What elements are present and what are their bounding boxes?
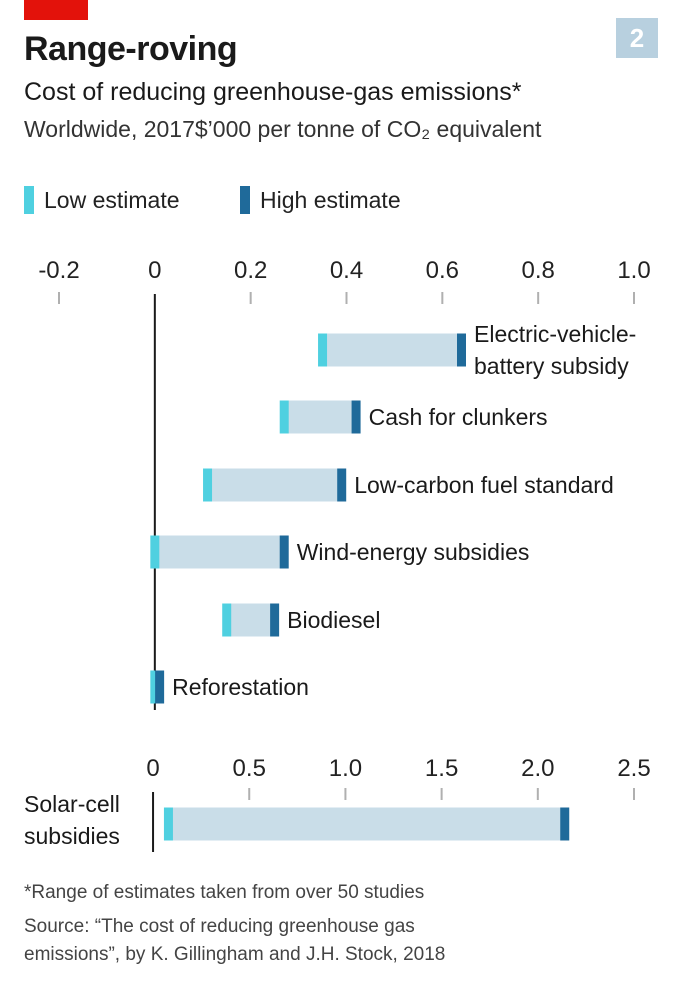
category-label: Low-carbon fuel standard (354, 472, 614, 498)
tick-label: 0.8 (521, 257, 554, 284)
tick-label: 1.5 (425, 755, 458, 782)
high-estimate-marker (337, 468, 347, 502)
legend-low-label: Low estimate (44, 186, 180, 213)
tick-label: 0.2 (234, 257, 267, 284)
tick-label: 2.5 (617, 755, 650, 782)
footnote: *Range of estimates taken from over 50 s… (24, 882, 425, 903)
range-bar (322, 333, 462, 367)
legend-low-swatch (24, 186, 34, 214)
tick-label: 0 (146, 755, 159, 782)
tick-label: 1.0 (617, 257, 650, 284)
legend-high: High estimate (240, 186, 401, 214)
range-bar (207, 468, 342, 502)
low-estimate-marker (279, 400, 289, 434)
category-label: Reforestation (172, 674, 309, 700)
category-label: Electric-vehicle- (474, 321, 636, 347)
range-chart: -0.2 0 0.2 0.4 0.6 0.8 1.0 Electric-vehicle-bat… (24, 257, 651, 852)
range-bar (226, 603, 275, 637)
range-bar (284, 400, 357, 434)
legend-high-label: High estimate (260, 186, 401, 213)
source-line-2: emissions”, by K. Gillingham and J.H. St… (24, 944, 446, 965)
category-label: Cash for clunkers (369, 404, 548, 430)
low-estimate-marker (150, 535, 160, 569)
low-estimate-marker (222, 603, 232, 637)
chart-title: Range-roving (24, 30, 238, 68)
category-label: Solar-cell (24, 791, 120, 817)
high-estimate-marker (560, 807, 570, 841)
legend-high-swatch (240, 186, 250, 214)
unit-line: Worldwide, 2017$’000 per tonne of CO₂ eq… (24, 116, 542, 142)
tick-label: 2.0 (521, 755, 554, 782)
range-bar (168, 807, 565, 841)
low-estimate-marker (150, 670, 160, 704)
tick-label: 0 (148, 257, 161, 284)
tick-label: 0.6 (426, 257, 459, 284)
low-estimate-marker (203, 468, 213, 502)
chart-number-badge: 2 (616, 18, 658, 58)
chart-subtitle: Cost of reducing greenhouse-gas emission… (24, 78, 522, 106)
tick-label: 0.5 (233, 755, 266, 782)
source-line-1: Source: “The cost of reducing greenhouse… (24, 916, 415, 937)
high-estimate-marker (351, 400, 361, 434)
high-estimate-marker (155, 670, 165, 704)
range-bar (154, 535, 285, 569)
low-estimate-marker (163, 807, 173, 841)
high-estimate-marker (270, 603, 280, 637)
category-label: battery subsidy (474, 353, 629, 379)
tick-label: -0.2 (38, 257, 79, 284)
low-estimate-marker (318, 333, 328, 367)
legend-low: Low estimate (24, 186, 180, 214)
high-estimate-marker (279, 535, 289, 569)
category-label: Wind-energy subsidies (297, 539, 530, 565)
high-estimate-marker (457, 333, 466, 367)
brand-bar (24, 0, 88, 20)
tick-label: 0.4 (330, 257, 363, 284)
category-label: subsidies (24, 823, 120, 849)
category-label: Biodiesel (287, 607, 380, 633)
tick-label: 1.0 (329, 755, 362, 782)
